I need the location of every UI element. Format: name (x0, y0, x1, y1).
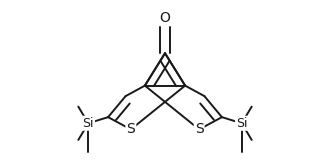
Text: S: S (126, 122, 135, 136)
Text: S: S (195, 122, 204, 136)
Text: O: O (160, 11, 170, 25)
Text: Si: Si (236, 117, 248, 130)
Text: Si: Si (82, 117, 94, 130)
